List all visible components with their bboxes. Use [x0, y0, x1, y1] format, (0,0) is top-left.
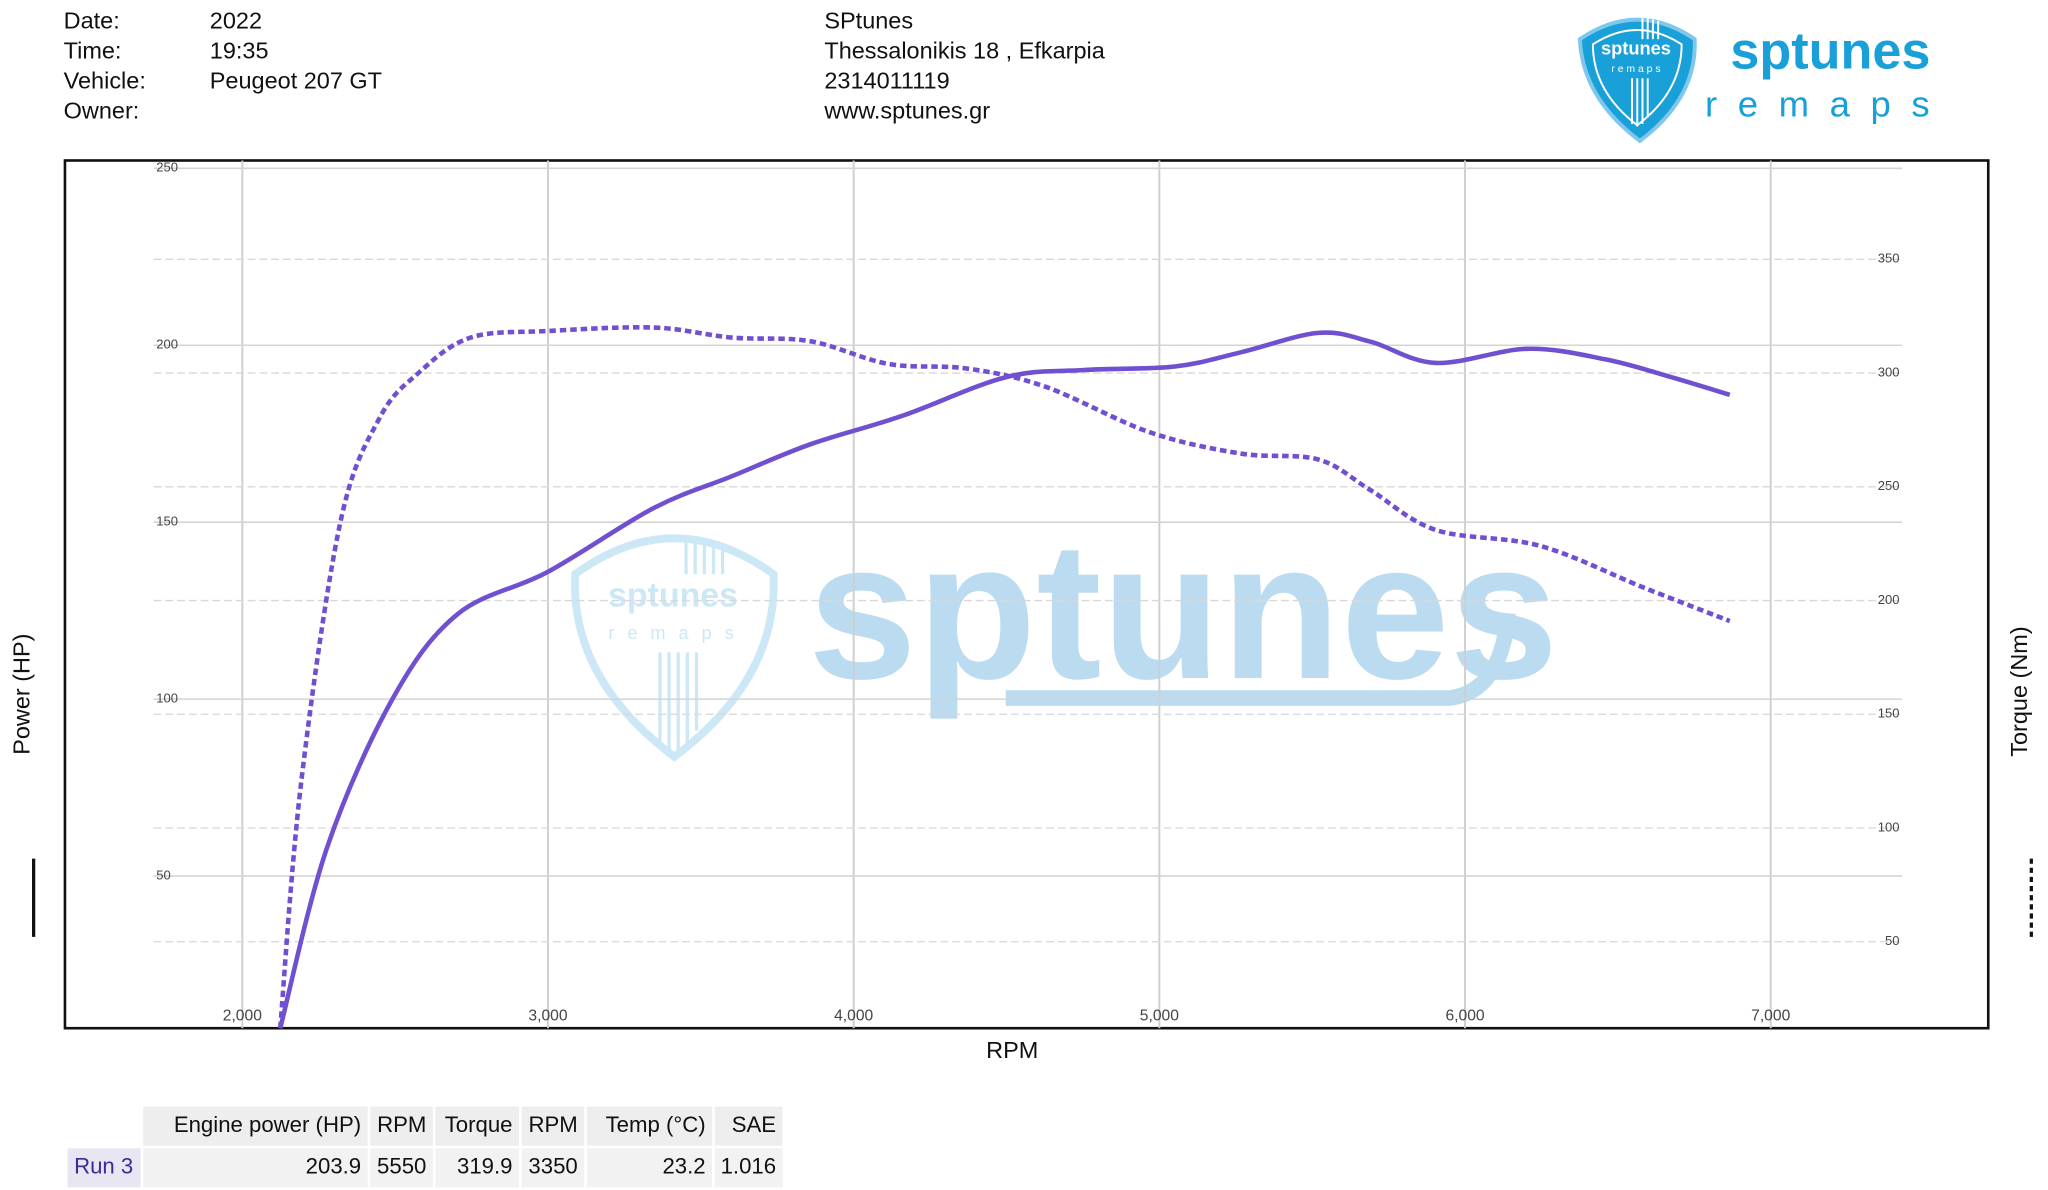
- header-cell: [714, 1106, 783, 1146]
- info-value: 19:35: [210, 37, 269, 63]
- watermark-name: sptunes: [808, 502, 1558, 720]
- x-tick-label: 2,000: [223, 1008, 262, 1025]
- table-value: 23.2: [662, 1154, 705, 1179]
- company-line: www.sptunes.gr: [823, 97, 990, 123]
- table-cell: [435, 1148, 520, 1188]
- y2-tick-label: 350: [1878, 251, 1900, 266]
- x-tick-label: 7,000: [1751, 1008, 1790, 1025]
- table-value: 3350: [528, 1154, 577, 1179]
- y2-tick-label: 150: [1878, 706, 1900, 721]
- y-tick-label: 200: [156, 337, 178, 352]
- y2-tick-label: 200: [1878, 592, 1900, 607]
- logo-badge-tagline: r e m a p s: [1611, 64, 1660, 75]
- logo: sptunes r e m a p s sptunes r e m a p s: [1577, 17, 1935, 144]
- table-value: 1.016: [721, 1154, 776, 1179]
- logo-tagline: r e m a p s: [1705, 84, 1935, 125]
- y-tick-label: 50: [156, 867, 171, 882]
- company-line: Thessalonikis 18 , Efkarpia: [824, 37, 1105, 63]
- results-table: Engine power (HP) RPM Torque RPM Temp (°C) SA…: [67, 1106, 783, 1188]
- y-tick-label: 150: [156, 514, 178, 529]
- x-tick-label: 3,000: [528, 1008, 567, 1025]
- y2-tick-label: 300: [1878, 364, 1900, 379]
- table-value: 319.9: [457, 1154, 512, 1179]
- table-cell: [586, 1148, 713, 1188]
- info-value: 2022: [210, 7, 262, 33]
- x-tick-label: 4,000: [834, 1008, 873, 1025]
- y2-tick-label: 50: [1885, 933, 1899, 948]
- header-cell: [521, 1106, 585, 1146]
- table-value: 203.9: [306, 1154, 361, 1179]
- series-line: [278, 330, 1731, 1029]
- table-value: 5550: [377, 1154, 426, 1179]
- y2-tick-label: 100: [1878, 819, 1900, 834]
- header-cell: [143, 1106, 368, 1146]
- x-axis-label: RPM: [986, 1037, 1038, 1063]
- info-label: Date:: [64, 7, 120, 33]
- company-line: 2314011119: [824, 67, 949, 93]
- watermark-badge-name: sptunes: [608, 577, 738, 615]
- watermark-badge-tagline: r e m a p s: [608, 622, 737, 643]
- column-header: Temp (°C): [606, 1112, 706, 1137]
- table-cell: [143, 1148, 368, 1188]
- y-axis-label: Power (HP): [8, 634, 34, 755]
- table-cell: [521, 1148, 585, 1188]
- column-header: SAE: [732, 1112, 776, 1137]
- y-tick-label: 100: [156, 691, 178, 706]
- x-tick-label: 6,000: [1445, 1008, 1484, 1025]
- header-cell: [586, 1106, 713, 1146]
- info-label: Owner:: [64, 97, 140, 123]
- column-header: Engine power (HP): [174, 1112, 361, 1137]
- run-label: Run 3: [74, 1154, 133, 1179]
- table-cell: [714, 1148, 783, 1188]
- company-line: SPtunes: [824, 7, 913, 33]
- column-header: Torque: [445, 1112, 513, 1137]
- info-label: Time:: [64, 37, 122, 63]
- table-cell: [67, 1148, 141, 1188]
- y2-axis-label: Torque (Nm): [2006, 626, 2032, 756]
- header-cell: [370, 1106, 433, 1146]
- info-label: Vehicle:: [64, 67, 146, 93]
- plot-frame: [63, 159, 1990, 1030]
- column-header: RPM: [528, 1112, 577, 1137]
- y-tick-label: 250: [156, 160, 178, 175]
- info-value: Peugeot 207 GT: [210, 67, 382, 93]
- logo-badge-name: sptunes: [1601, 37, 1671, 58]
- x-tick-label: 5,000: [1140, 1008, 1179, 1025]
- column-header: RPM: [377, 1112, 426, 1137]
- plot: 2,000 3,000 4,000 5,000 6,000 7,000 50 100 150 20…: [153, 160, 1903, 1029]
- header-cell: [435, 1106, 520, 1146]
- logo-name: sptunes: [1730, 23, 1930, 81]
- y2-tick-label: 250: [1878, 478, 1900, 493]
- watermark: sptunes r e m a p s sptunes: [571, 502, 1558, 762]
- table-cell: [370, 1148, 433, 1188]
- info: Date: 2022 Time: 19:35 Vehicle: Peugeot 207 G…: [64, 7, 1106, 123]
